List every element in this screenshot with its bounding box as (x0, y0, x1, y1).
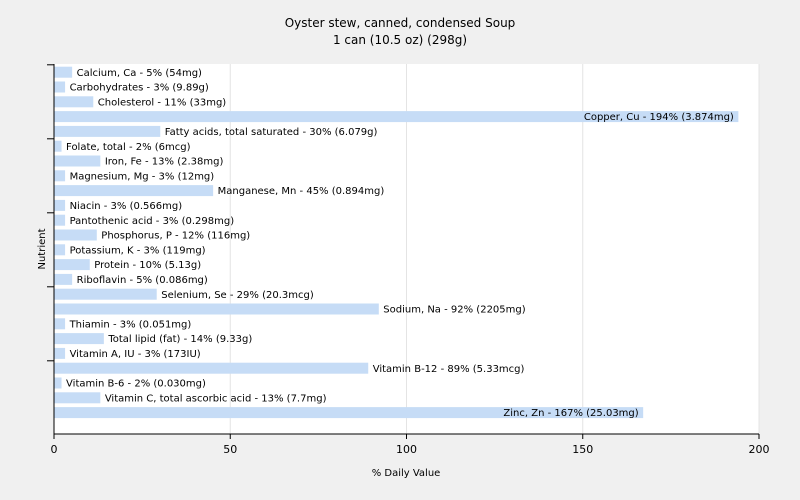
bar-label: Folate, total - 2% (6mcg) (66, 142, 191, 153)
bar (54, 392, 101, 404)
bars (54, 66, 739, 419)
x-axis-title: % Daily Value (372, 468, 441, 479)
x-tick-label: 0 (51, 443, 58, 456)
bar (54, 333, 104, 345)
bar-label: Vitamin C, total ascorbic acid - 13% (7.… (105, 393, 327, 404)
bar-label: Calcium, Ca - 5% (54mg) (77, 68, 202, 79)
bar-label: Vitamin B-12 - 89% (5.33mcg) (373, 364, 525, 375)
bar-label: Zinc, Zn - 167% (25.03mg) (503, 408, 638, 419)
bar (54, 185, 214, 197)
bar-label: Selenium, Se - 29% (20.3mcg) (161, 290, 314, 301)
bar (54, 155, 101, 167)
bar (54, 288, 157, 300)
bar-label: Vitamin A, IU - 3% (173IU) (70, 349, 201, 360)
y-axis-title: Nutrient (37, 228, 48, 269)
bar-label: Phosphorus, P - 12% (116mg) (101, 231, 250, 242)
bar (54, 66, 73, 78)
bar-label: Copper, Cu - 194% (3.874mg) (584, 112, 734, 123)
bar (54, 125, 161, 137)
bar-label: Iron, Fe - 13% (2.38mg) (105, 157, 224, 168)
bar (54, 362, 369, 374)
bar (54, 229, 97, 241)
x-tick-label: 100 (396, 443, 417, 456)
bar (54, 244, 66, 256)
bar-label: Carbohydrates - 3% (9.89g) (70, 83, 209, 94)
axes: 0 50 100 150 200 (47, 64, 770, 456)
bar (54, 214, 66, 226)
bar-labels: Calcium, Ca - 5% (54mg) Carbohydrates - 3… (66, 68, 734, 419)
bar (54, 170, 66, 182)
bar (54, 347, 66, 359)
chart-subtitle: 1 can (10.5 oz) (298g) (333, 33, 467, 47)
bar (54, 377, 62, 389)
bar-label: Protein - 10% (5.13g) (94, 260, 201, 271)
bar (54, 318, 66, 330)
bar-label: Riboflavin - 5% (0.086mg) (77, 275, 208, 286)
x-tick-label: 200 (749, 443, 770, 456)
bar-label: Magnesium, Mg - 3% (12mg) (70, 171, 215, 182)
bar (54, 140, 62, 152)
bar (54, 273, 73, 285)
bar-label: Pantothenic acid - 3% (0.298mg) (70, 216, 235, 227)
bar-label: Vitamin B-6 - 2% (0.030mg) (66, 379, 206, 390)
bar (54, 96, 94, 108)
bar-label: Sodium, Na - 92% (2205mg) (383, 305, 525, 316)
bar-label: Niacin - 3% (0.566mg) (70, 201, 183, 212)
bar (54, 259, 90, 271)
x-tick-label: 50 (223, 443, 237, 456)
bar-label: Thiamin - 3% (0.051mg) (69, 319, 192, 330)
bar-label: Cholesterol - 11% (33mg) (98, 97, 227, 108)
bar (54, 303, 379, 315)
bar (54, 111, 739, 123)
x-tick-label: 150 (572, 443, 593, 456)
bar (54, 81, 66, 93)
chart-title: Oyster stew, canned, condensed Soup (285, 16, 516, 30)
bar (54, 199, 66, 211)
bar-label: Manganese, Mn - 45% (0.894mg) (218, 186, 385, 197)
bar-label: Fatty acids, total saturated - 30% (6.07… (165, 127, 378, 138)
bar (54, 407, 644, 419)
bar-label: Potassium, K - 3% (119mg) (70, 245, 206, 256)
bar-label: Total lipid (fat) - 14% (9.33g) (107, 334, 252, 345)
